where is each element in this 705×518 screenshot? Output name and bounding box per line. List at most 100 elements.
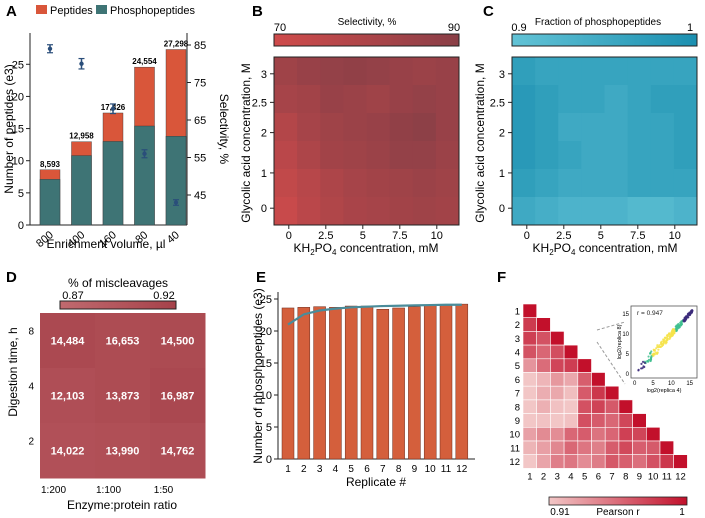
heat-f-xtick-label-9: 10: [648, 471, 659, 482]
inset-point-205: [643, 361, 647, 364]
heat-2-ytick-label-2: 2: [499, 128, 505, 140]
heat-f-cell-11-1: [536, 454, 551, 469]
point-a-3: [142, 151, 147, 156]
bar-a-phospho-4: [165, 136, 187, 226]
heat-f-cell-4-0: [522, 358, 537, 373]
heat-f-ytick-label-10: 11: [510, 443, 520, 454]
bar-a-total-label-1: 12,958: [69, 132, 94, 141]
heat-2-cell-1-5: [627, 85, 652, 114]
inset-annotation: r = 0.947: [637, 310, 663, 317]
heat-f-ytick-label-1: 2: [515, 320, 520, 331]
a-y2tick-label-3: 75: [194, 78, 206, 90]
heat-d-cell-2-2: [150, 423, 206, 479]
e-ytick-label-5: 25: [260, 294, 272, 306]
heat-f-cell-10-7: [618, 440, 633, 455]
inset-point-213: [689, 311, 692, 314]
colorbar-c-min: 0.9: [511, 22, 526, 34]
heat-2-xtick-label-4: 10: [669, 230, 681, 242]
colorbar-f: [548, 496, 688, 506]
heat-d-cell-2-1: [95, 423, 151, 479]
heat-1-xtick-label-1: 2.5: [318, 230, 333, 242]
panel-label-d: D: [6, 269, 17, 286]
heat-2-cell-1-4: [604, 85, 629, 114]
heat-f-xtick-label-4: 5: [582, 471, 587, 482]
heat-1-cell-5-3: [343, 197, 367, 226]
e-ytick-label-0: 0: [266, 454, 272, 466]
heat-2-cell-1-2: [558, 85, 582, 114]
panel-label-b: B: [252, 3, 263, 20]
colorbar-b-title: Selectivity, %: [338, 17, 397, 28]
heat-1-cell-1-1: [297, 85, 321, 114]
colorbar-f-max: 1: [679, 507, 685, 518]
heat-1-ytick-label-0: 3: [261, 69, 267, 81]
inset-point-208: [670, 331, 673, 334]
inset-point-151: [661, 344, 664, 348]
inset-point-16: [656, 344, 659, 347]
a-ytick-label-5: 25: [12, 59, 24, 71]
heat-1-cell-3-1: [297, 141, 321, 170]
heat-1-cell-0-3: [343, 57, 367, 86]
heat-2-ytick-label-1: 2.5: [490, 97, 505, 109]
inset-point-214: [687, 314, 690, 317]
heat-d-value-1-0: 12,103: [51, 391, 85, 403]
heat-f-cell-1-1: [536, 317, 551, 332]
heat-f-cell-8-6: [604, 413, 620, 428]
heat-d-value-2-1: 13,990: [106, 446, 140, 458]
axis-b-ylabel: Glycolic acid concentration, M: [239, 63, 253, 222]
heat-1-cell-2-1: [297, 113, 321, 142]
e-xtick-label-9: 10: [425, 464, 437, 475]
heat-1-cell-2-3: [343, 113, 367, 142]
inset-point-119: [668, 337, 671, 341]
panel-label-e: E: [256, 269, 266, 286]
heat-d-cell-2-0: [40, 423, 96, 479]
inset-point-158: [660, 343, 663, 346]
inset-point-182: [674, 325, 677, 328]
inset-point-207: [641, 360, 645, 363]
heat-f-xtick-label-10: 11: [662, 471, 672, 482]
inset-ylabel: log2(replica 8): [617, 324, 623, 359]
heat-f-cell-11-8: [632, 454, 647, 469]
heat-1-cell-2-5: [389, 113, 414, 142]
colorbar-d-max: 0.92: [153, 290, 174, 302]
heat-1-cell-1-5: [389, 85, 414, 114]
e-xtick-label-10: 11: [441, 464, 452, 475]
heat-2-cell-1-1: [535, 85, 559, 114]
heat-1-cell-4-4: [366, 169, 391, 198]
heat-f-cell-2-0: [522, 331, 537, 346]
heat-1-cell-0-0: [274, 57, 298, 86]
heat-f-ytick-label-11: 12: [509, 457, 520, 468]
heat-2-cell-2-7: [673, 113, 698, 142]
heat-2-cell-4-1: [535, 169, 559, 198]
heat-2-cell-5-3: [581, 197, 605, 226]
inset-point-194: [678, 324, 681, 327]
heat-f-cell-4-1: [536, 358, 551, 373]
heat-f-cell-11-4: [577, 454, 592, 469]
heat-f-xtick-label-7: 8: [623, 471, 628, 482]
inset-ytick-label-2: 10: [622, 332, 629, 338]
bar-e-10: [439, 305, 453, 460]
heat-1-cell-3-6: [412, 141, 437, 170]
axis-e-ylabel: Number of phosphopeptides (e3): [251, 288, 265, 463]
heat-2-cell-2-1: [535, 113, 559, 142]
heat-2-cell-0-0: [512, 57, 536, 86]
heat-d-xtick-label-1: 1:100: [96, 485, 121, 496]
bar-a-phospho-0: [39, 179, 61, 226]
heat-2-cell-5-4: [604, 197, 629, 226]
heat-f-ytick-label-8: 9: [515, 416, 520, 427]
heat-f-cell-10-9: [645, 440, 661, 455]
heat-1-cell-0-6: [412, 57, 437, 86]
heat-f-cell-4-3: [563, 358, 579, 373]
bar-a-phospho-2: [102, 141, 124, 226]
heat-f-cell-11-5: [591, 454, 606, 469]
heat-1-cell-3-7: [435, 141, 460, 170]
e-xtick-label-0: 1: [285, 464, 291, 475]
inset-point-180: [647, 360, 650, 363]
axis-d-xlabel: Enzyme:protein ratio: [67, 498, 177, 512]
heat-2-cell-5-0: [512, 197, 536, 226]
panel-d: D % of miscleavages 0.87 0.92 14,484 16,6…: [6, 269, 206, 512]
colorbar-b-min: 70: [274, 22, 286, 34]
colorbar-d-title: % of miscleavages: [68, 276, 168, 290]
heat-d-ytick-label-2: 2: [28, 437, 34, 448]
heat-2-cell-1-6: [650, 85, 675, 114]
point-a-0: [47, 46, 53, 51]
